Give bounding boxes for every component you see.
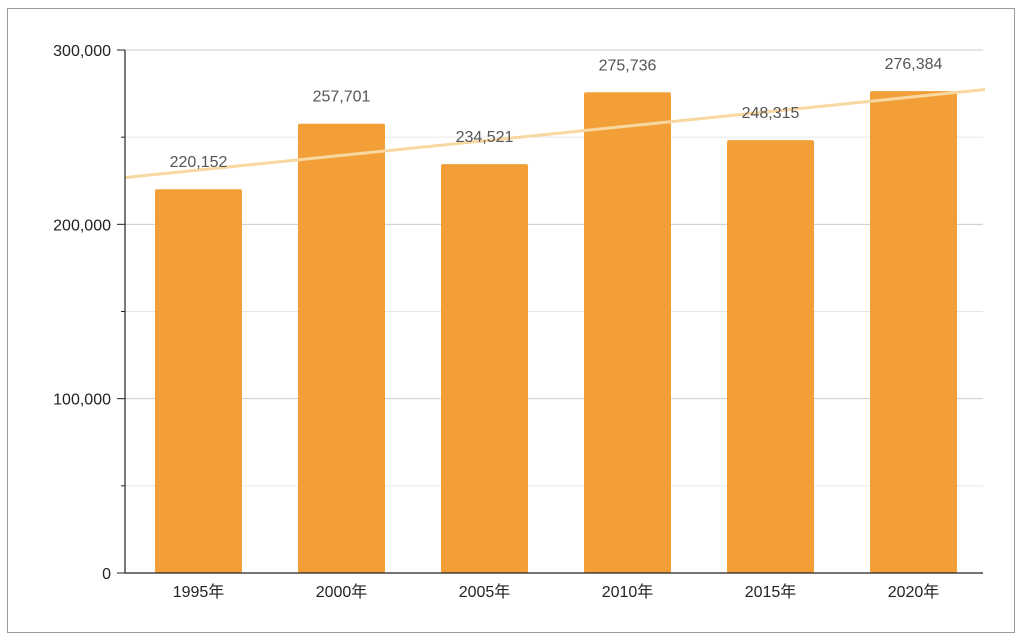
- y-tick-label: 100,000: [53, 392, 111, 409]
- x-tick-label: 2015年: [745, 583, 797, 601]
- bar-2000年: [298, 123, 385, 573]
- y-tick-label: 300,000: [53, 43, 111, 60]
- gridlines: [125, 49, 983, 487]
- x-tick-label: 2005年: [459, 583, 511, 601]
- axes: [117, 49, 983, 574]
- bar-2010年: [584, 92, 671, 574]
- labels: 0 100,000 200,000 300,000 220,152 257,701 234,…: [53, 43, 942, 601]
- data-label: 257,701: [313, 89, 371, 106]
- bar-2005年: [441, 164, 528, 573]
- trendline-group: [124, 87, 986, 180]
- bar-2015年: [727, 140, 814, 573]
- y-tick-label: 0: [102, 566, 111, 583]
- y-tick-label: 200,000: [53, 217, 111, 234]
- data-label: 220,152: [170, 154, 228, 171]
- trendline: [124, 87, 986, 180]
- x-tick-label: 1995年: [173, 583, 225, 601]
- bar-1995年: [155, 189, 242, 574]
- data-label: 248,315: [742, 105, 800, 122]
- bars: [155, 91, 957, 574]
- x-tick-label: 2020年: [888, 583, 940, 601]
- bar-2020年: [870, 91, 957, 573]
- data-label: 275,736: [599, 57, 657, 74]
- data-label: 276,384: [885, 56, 943, 73]
- x-tick-label: 2010年: [602, 583, 654, 601]
- x-tick-label: 2000年: [316, 583, 368, 601]
- data-label: 234,521: [456, 129, 514, 146]
